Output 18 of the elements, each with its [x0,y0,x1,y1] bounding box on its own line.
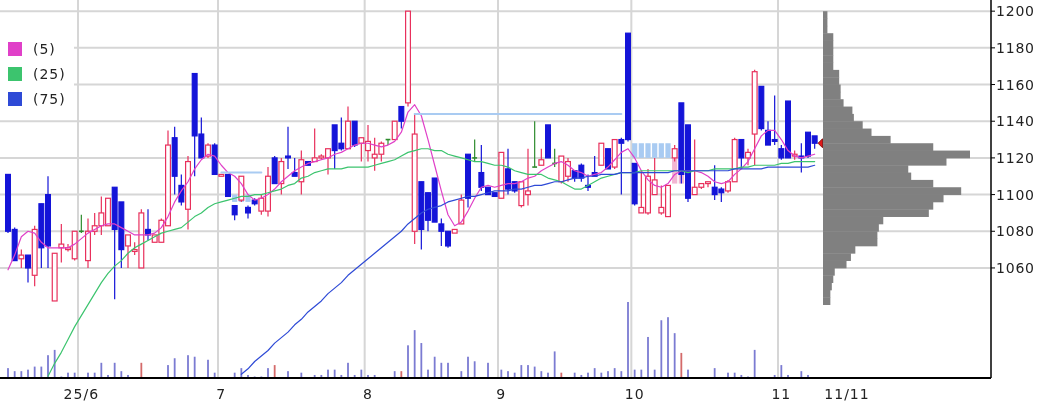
y-tick-label: 1060 [996,259,1035,276]
legend-label: (75) [33,91,66,107]
x-tick-label: 25/6 [63,386,100,402]
x-tick-label: 11 [771,386,792,402]
y-tick-label: 1140 [996,113,1035,130]
y-tick-label: 1200 [996,3,1035,20]
text: 11/11 [824,386,870,402]
x-tick-label: 10 [624,386,645,402]
x-tick-label: 7 [216,386,227,402]
y-tick-label: 1120 [996,149,1035,166]
x-tick-label: 8 [363,386,373,402]
legend-label: (25) [33,66,66,82]
y-tick-label: 1180 [996,39,1035,56]
y-tick-label: 1100 [996,186,1035,203]
y-tick-label: 1160 [996,76,1035,93]
legend-label: (5) [33,41,56,57]
x-tick-label: 9 [496,386,507,402]
y-tick-label: 1080 [996,223,1035,240]
